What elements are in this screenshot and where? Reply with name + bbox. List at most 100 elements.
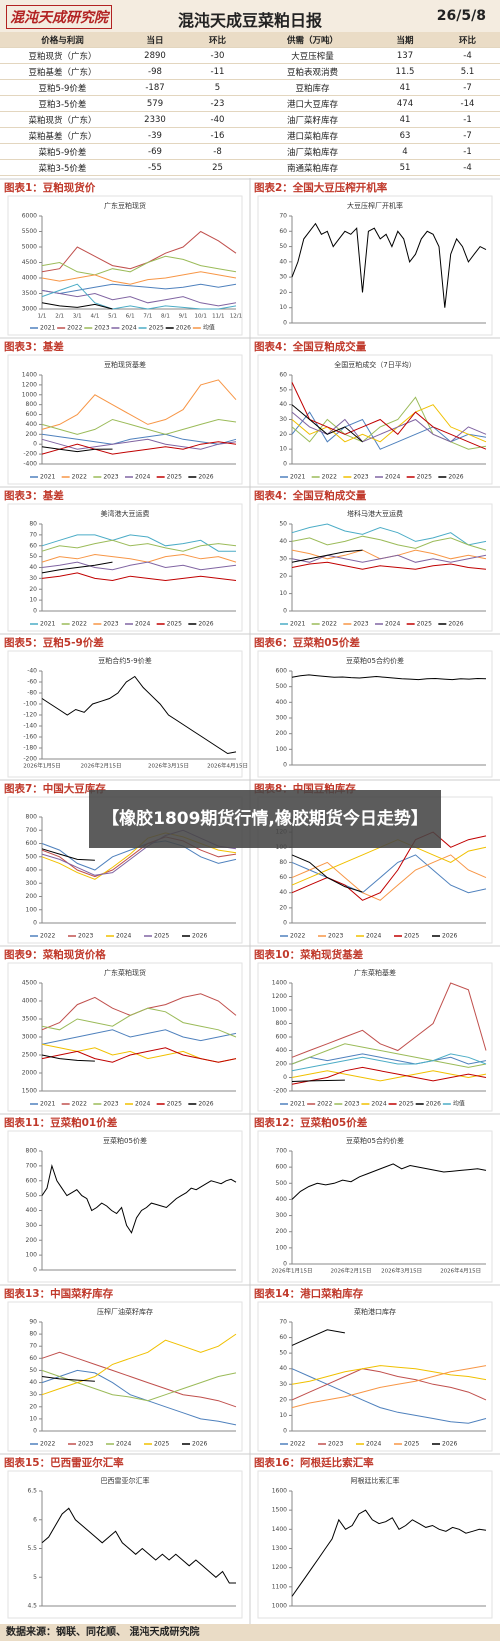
y-tick-label: 10	[279, 1412, 287, 1419]
y-tick-label: 0	[283, 320, 287, 327]
table-cell: 豆粕3-5价差	[0, 95, 125, 112]
legend-label: 2026	[176, 325, 191, 332]
chart-title: 广东菜粕现货	[104, 968, 146, 977]
y-tick-label: 20	[279, 1396, 287, 1403]
panel-heading: 图表13：中国菜籽库存	[4, 1287, 114, 1300]
y-tick-label: 50	[29, 553, 37, 560]
y-tick-label: 60	[29, 542, 37, 549]
legend-label: 2023	[328, 1441, 343, 1448]
series-line	[291, 535, 487, 551]
y-tick-label: 700	[26, 827, 38, 834]
series-line	[41, 1369, 237, 1402]
series-line	[291, 1365, 487, 1409]
y-tick-label: 10	[279, 304, 287, 311]
legend-label: 2022	[67, 325, 82, 332]
table-cell: -55	[125, 159, 185, 176]
table-cell: 菜粕3-5价差	[0, 159, 125, 176]
y-tick-label: 40	[279, 889, 287, 896]
y-tick-label: 20	[279, 904, 287, 911]
table-cell: 大豆压榨量	[250, 47, 375, 64]
x-tick-label: 4/1	[90, 314, 99, 320]
series-line	[291, 1509, 487, 1597]
series-line	[291, 1070, 487, 1082]
table-cell: 豆粕现货（广东）	[0, 47, 125, 64]
y-tick-label: 0	[33, 608, 37, 615]
chart-frame	[7, 354, 243, 485]
y-tick-label: -200	[23, 756, 37, 763]
y-tick-label: 40	[279, 538, 287, 545]
chart-title: 豆菜粕05合约价差	[346, 656, 404, 665]
series-line	[291, 396, 487, 450]
y-tick-label: 70	[29, 1343, 37, 1350]
y-tick-label: 200	[276, 1228, 288, 1235]
y-tick-label: 600	[26, 411, 38, 418]
series-line	[291, 1043, 487, 1068]
column-header: 当期	[375, 32, 435, 48]
table-row: 豆粕3-5价差 579 -23 港口大豆库存 474 -14	[0, 95, 500, 112]
series-line	[291, 831, 487, 901]
panel-heading: 图表6：豆菜粕05价差	[254, 636, 360, 649]
chart-title: 阿根廷比索汇率	[351, 1476, 400, 1485]
legend-label: 2024	[135, 474, 150, 481]
legend-label: 2022	[290, 1441, 305, 1448]
y-tick-label: 4500	[22, 980, 37, 987]
table-cell: 51	[375, 159, 435, 176]
table-cell: 41	[375, 79, 435, 96]
series-line	[41, 255, 237, 276]
table-row: 菜粕现货（广东） 2330 -40 油厂菜籽库存 41 -1	[0, 111, 500, 128]
y-tick-label: 20	[29, 586, 37, 593]
legend-label: 2021	[40, 621, 55, 628]
y-tick-label: 600	[276, 668, 288, 675]
series-line	[41, 561, 113, 574]
y-tick-label: 4000	[22, 275, 37, 282]
y-tick-label: 1200	[272, 993, 287, 1000]
y-tick-label: -180	[23, 745, 37, 752]
table-cell: -1	[435, 143, 500, 160]
series-line	[291, 1066, 487, 1085]
series-line	[41, 1351, 237, 1408]
header: 混沌天成研究院 混沌天成豆菜粕日报 26/5/8	[0, 0, 500, 33]
y-tick-label: 800	[26, 814, 38, 821]
table-row: 豆粕基差（广东） -98 -11 豆粕表观消费 11.5 5.1	[0, 63, 500, 80]
legend-label: 2023	[103, 1101, 118, 1108]
legend-label: 2025	[404, 933, 419, 940]
y-tick-label: 1400	[272, 980, 287, 987]
y-tick-label: 30	[279, 1381, 287, 1388]
legend-label: 2026	[192, 1441, 207, 1448]
series-line	[291, 1368, 487, 1401]
y-tick-label: 700	[276, 1148, 288, 1155]
y-tick-label: -120	[23, 712, 37, 719]
table-cell: 5.1	[435, 63, 500, 80]
chart-frame	[257, 962, 493, 1112]
y-tick-label: 4.5	[27, 1603, 37, 1610]
y-tick-label: 0	[283, 461, 287, 468]
legend-label: 2021	[290, 474, 305, 481]
summary-table: 价格与利润 当日 环比 供需（万吨） 当期 环比 豆粕现货（广东） 2890 -30 大豆压榨量…	[0, 32, 500, 176]
y-tick-label: 100	[276, 1244, 288, 1251]
y-tick-label: 50	[279, 243, 287, 250]
legend-label: 2023	[94, 325, 109, 332]
x-tick-label: 2026年2月15日	[331, 1267, 372, 1275]
panel-heading: 图表16：阿根廷比索汇率	[254, 1456, 374, 1469]
series-line	[41, 1029, 237, 1045]
legend-label: 2025	[167, 621, 182, 628]
x-tick-label: 7/1	[143, 314, 152, 320]
y-tick-label: 300	[276, 1212, 288, 1219]
y-tick-label: 50	[29, 1367, 37, 1374]
y-tick-label: 80	[29, 1331, 37, 1338]
y-tick-label: 1100	[272, 1583, 287, 1590]
panel-heading: 图表5：豆粕5-9价差	[4, 636, 104, 649]
legend-label: 2026	[198, 621, 213, 628]
y-tick-label: 10	[279, 590, 287, 597]
series-line	[41, 572, 237, 582]
x-tick-label: 2026年4月15日	[440, 1267, 481, 1275]
x-tick-label: 8/1	[161, 314, 170, 320]
y-tick-label: 5000	[22, 244, 37, 251]
y-tick-label: 40	[29, 564, 37, 571]
legend-label: 2022	[72, 1101, 87, 1108]
y-tick-label: -200	[23, 451, 37, 458]
chart-title: 大豆压榨厂开机率	[347, 201, 403, 210]
y-tick-label: 5.5	[27, 1545, 37, 1552]
y-tick-label: 30	[29, 1391, 37, 1398]
legend-label: 均值	[453, 1100, 465, 1108]
